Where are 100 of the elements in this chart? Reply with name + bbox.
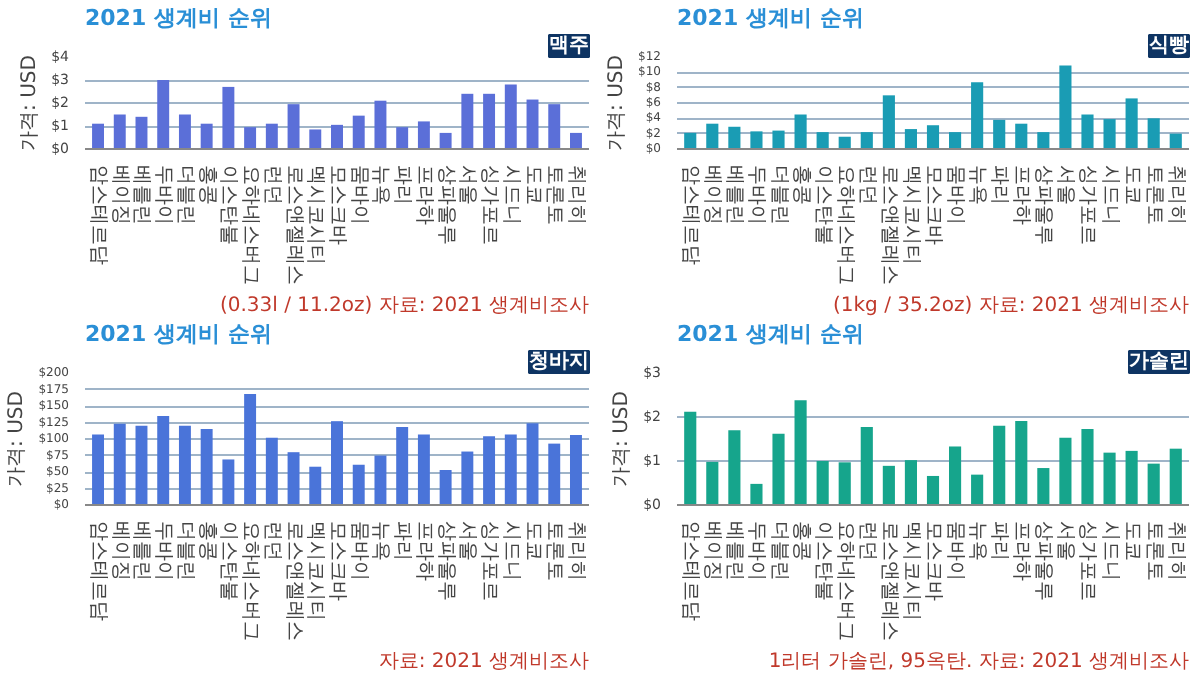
- x-tick-label: 이스탄불: [811, 165, 834, 245]
- x-tick-label: 프라하: [1010, 521, 1033, 581]
- x-tick-label: 베이징: [701, 165, 724, 225]
- x-tick-label: 암스테르담: [679, 165, 702, 265]
- x-tick-label: 도쿄: [521, 165, 544, 205]
- x-tick-label: 싱가포르: [478, 521, 501, 601]
- x-tick-label: 프라하: [412, 521, 435, 581]
- x-tick-label: 모스크바: [326, 165, 348, 245]
- x-tick-label: 파리: [988, 165, 1011, 205]
- chart-subtitle: 맥주: [549, 35, 589, 57]
- y-axis-title: 가격: USD: [19, 54, 42, 151]
- x-tick-label: 서울: [456, 521, 479, 561]
- x-tick-label: 홍콩: [195, 521, 218, 561]
- x-tick-label: 상파울루: [434, 521, 457, 601]
- x-tick-label: 도쿄: [521, 521, 544, 561]
- x-tick-label: 런던: [855, 521, 878, 561]
- x-tick-label: 도쿄: [1120, 521, 1143, 561]
- x-tick-label: 요하네스버그: [833, 521, 856, 641]
- x-tick-label: 상파울루: [434, 165, 457, 245]
- x-tick-label: 취리히: [1164, 521, 1187, 581]
- x-tick-label: 싱가포르: [1076, 521, 1099, 601]
- x-tick-label: 멕시코시티: [899, 521, 922, 621]
- x-tick-label: 취리히: [564, 165, 587, 225]
- x-tick-label: 싱가포르: [1076, 165, 1099, 245]
- x-tick-label: 프라하: [412, 165, 435, 225]
- x-tick-label: 요하네스버그: [239, 521, 262, 641]
- x-tick-label: 런던: [260, 521, 283, 561]
- x-tick-label: 베를린: [723, 521, 746, 581]
- x-tick-label: 로스앤젤레스: [877, 165, 900, 285]
- x-tick-label: 뭄바이: [347, 521, 370, 581]
- x-tick-label: 두바이: [152, 521, 175, 581]
- text: (0.33l / 11.2oz) 자료: 2021 생계비조사: [219, 295, 589, 317]
- x-tick-label: 두바이: [745, 165, 768, 225]
- y-axis-title: 가격: USD: [606, 54, 629, 151]
- x-tick-label: 모스크바: [922, 165, 944, 245]
- x-tick-label: 홍콩: [789, 521, 812, 561]
- x-tick-label: 두바이: [152, 165, 175, 225]
- x-tick-label: 모스크바: [326, 521, 348, 601]
- x-tick-label: 상파울루: [1032, 165, 1055, 245]
- x-tick-label: 토론토: [1142, 165, 1165, 225]
- text: (1kg / 35.2oz) 자료: 2021 생계비조사: [832, 295, 1190, 317]
- chart-subtitle: 식빵: [1149, 35, 1189, 57]
- x-tick-label: 홍콩: [195, 165, 218, 205]
- x-tick-label: 시드니: [1098, 165, 1121, 225]
- x-tick-label: 뭄바이: [347, 165, 370, 225]
- x-tick-label: 시드니: [499, 165, 522, 225]
- x-tick-label: 싱가포르: [478, 165, 501, 245]
- x-tick-label: 베를린: [130, 165, 153, 225]
- x-tick-label: 더블린: [173, 521, 196, 581]
- x-tick-label: 로스앤젤레스: [877, 521, 900, 641]
- x-tick-label: 시드니: [499, 521, 522, 581]
- x-tick-label: 베를린: [130, 521, 153, 581]
- chart-subtitle: 가솔린: [1129, 351, 1189, 373]
- x-tick-label: 취리히: [564, 521, 587, 581]
- y-axis-title: 가격: USD: [611, 390, 634, 487]
- text: 자료: 2021 생계비조사: [378, 651, 590, 673]
- x-tick-label: 뉴욕: [966, 165, 989, 205]
- x-tick-label: 베를린: [723, 165, 746, 225]
- x-tick-label: 더블린: [767, 165, 790, 225]
- x-tick-label: 뉴욕: [966, 521, 989, 561]
- x-tick-label: 서울: [456, 165, 479, 205]
- x-tick-label: 암스테르담: [679, 521, 702, 621]
- x-tick-label: 암스테르담: [87, 521, 110, 621]
- x-tick-label: 요하네스버그: [239, 165, 262, 285]
- x-tick-label: 모스크바: [922, 521, 944, 601]
- x-tick-label: 뉴욕: [369, 165, 392, 205]
- x-tick-label: 토론토: [543, 521, 566, 581]
- chart-title: 2021 생계비 순위: [85, 321, 272, 347]
- x-tick-label: 토론토: [543, 165, 566, 225]
- x-tick-label: 더블린: [767, 521, 790, 581]
- x-tick-label: 런던: [855, 165, 878, 205]
- x-tick-label: 더블린: [173, 165, 196, 225]
- x-tick-label: 로스앤젤레스: [282, 165, 305, 285]
- x-tick-label: 상파울루: [1032, 521, 1055, 601]
- x-tick-label: 도쿄: [1120, 165, 1143, 205]
- y-axis-title: 가격: USD: [6, 390, 29, 487]
- x-tick-label: 뭄바이: [944, 165, 967, 225]
- x-tick-label: 서울: [1054, 521, 1077, 561]
- chart-title: 2021 생계비 순위: [677, 5, 864, 31]
- x-tick-label: 프라하: [1010, 165, 1033, 225]
- x-tick-label: 요하네스버그: [833, 165, 856, 285]
- x-tick-label: 이스탄불: [217, 521, 240, 601]
- x-tick-label: 암스테르담: [87, 165, 110, 265]
- chart-title: 2021 생계비 순위: [85, 5, 272, 31]
- x-tick-label: 이스탄불: [217, 165, 240, 245]
- x-tick-label: 베이징: [108, 521, 131, 581]
- x-tick-label: 베이징: [108, 165, 131, 225]
- x-tick-label: 뉴욕: [369, 521, 392, 561]
- text: 1리터 가솔린, 95옥탄. 자료: 2021 생계비조사: [768, 651, 1189, 673]
- x-tick-label: 이스탄불: [811, 521, 834, 601]
- x-tick-label: 서울: [1054, 165, 1077, 205]
- chart-title: 2021 생계비 순위: [677, 321, 864, 347]
- x-tick-label: 토론토: [1142, 521, 1165, 581]
- x-tick-label: 멕시코시티: [899, 165, 922, 265]
- x-tick-label: 뭄바이: [944, 521, 967, 581]
- x-tick-label: 멕시코시티: [304, 521, 327, 621]
- x-tick-label: 파리: [391, 165, 414, 205]
- x-tick-label: 두바이: [745, 521, 768, 581]
- x-tick-label: 취리히: [1164, 165, 1187, 225]
- x-tick-label: 시드니: [1098, 521, 1121, 581]
